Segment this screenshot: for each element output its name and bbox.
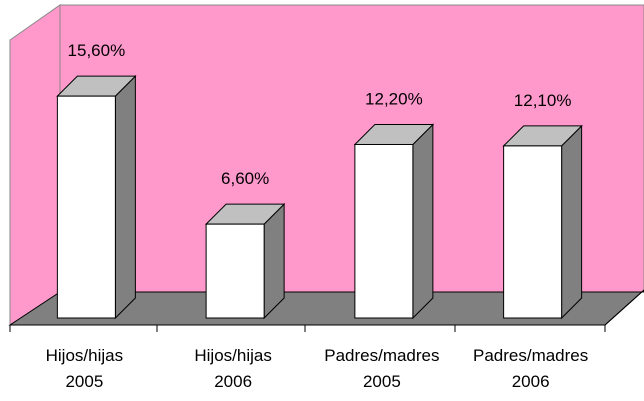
x-tick-label: 2006 (214, 372, 252, 391)
bar (205, 223, 265, 319)
x-tick-label: Hijos/hijas (46, 346, 123, 365)
x-tick-label: Padres/madres (473, 346, 588, 365)
value-label: 12,10% (514, 91, 572, 110)
x-tick-label: 2005 (363, 372, 401, 391)
x-tick-label: 2005 (65, 372, 103, 391)
value-label: 6,60% (221, 169, 269, 188)
x-tick-label: 2006 (512, 372, 550, 391)
bar (503, 145, 563, 319)
bar (354, 143, 414, 319)
side-wall (9, 4, 61, 326)
bar-side (561, 124, 583, 320)
x-tick-label: Padres/madres (324, 346, 439, 365)
bar (56, 95, 116, 319)
bar-side (114, 74, 136, 320)
x-ticks (9, 325, 606, 332)
bar-side (412, 123, 434, 320)
value-label: 12,20% (365, 89, 423, 108)
value-label: 15,60% (68, 41, 126, 60)
floor-edge (604, 289, 644, 326)
x-tick-label: Hijos/hijas (194, 346, 271, 365)
